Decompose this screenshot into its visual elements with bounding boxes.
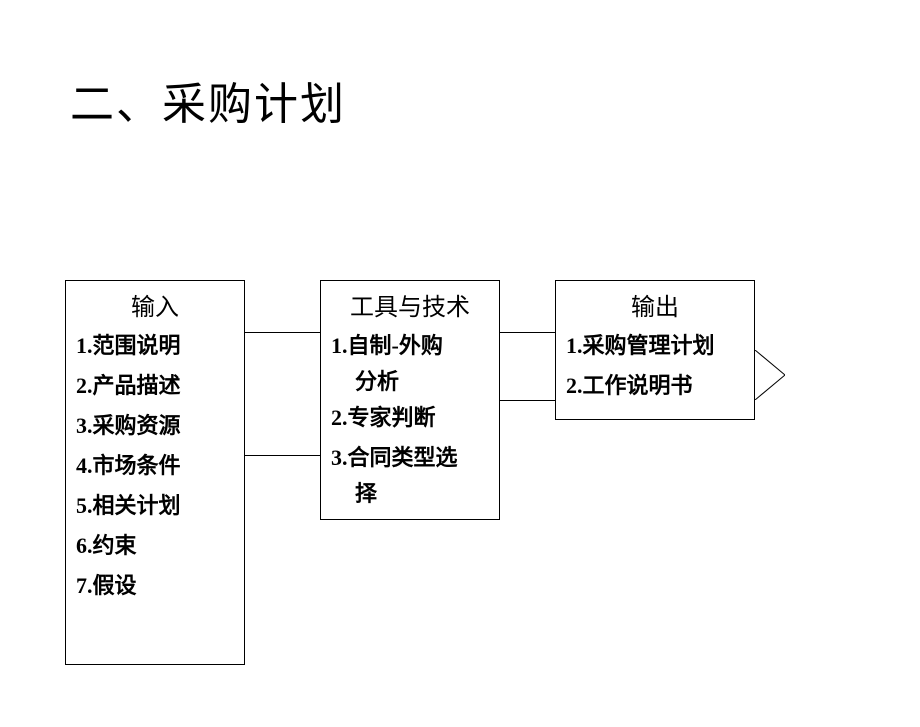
tools-item: 3.合同类型选 择 bbox=[331, 438, 489, 510]
input-list: 1.范围说明 2.产品描述 3.采购资源 4.市场条件 5.相关计划 6.约束 … bbox=[66, 326, 244, 614]
tools-item-text: 2.专家判断 bbox=[331, 405, 436, 430]
connector-line bbox=[500, 332, 555, 333]
tools-item-wrap: 择 bbox=[331, 478, 489, 510]
tools-item-text: 3.合同类型选 bbox=[331, 445, 458, 470]
tools-item: 2.专家判断 bbox=[331, 398, 489, 438]
input-item: 1.范围说明 bbox=[76, 326, 234, 366]
input-item: 6.约束 bbox=[76, 526, 234, 566]
input-item: 4.市场条件 bbox=[76, 446, 234, 486]
flow-arrow-icon bbox=[755, 350, 785, 400]
tools-header: 工具与技术 bbox=[321, 281, 499, 326]
output-list: 1.采购管理计划 2.工作说明书 bbox=[556, 326, 754, 414]
input-item: 2.产品描述 bbox=[76, 366, 234, 406]
tools-item: 1.自制-外购 分析 bbox=[331, 326, 489, 398]
slide-title: 二、采购计划 bbox=[70, 68, 346, 132]
output-item: 1.采购管理计划 bbox=[566, 326, 744, 366]
connector-line bbox=[245, 455, 320, 456]
input-item: 5.相关计划 bbox=[76, 486, 234, 526]
slide-page: 二、采购计划 输入 1.范围说明 2.产品描述 3.采购资源 4.市场条件 5.… bbox=[0, 0, 920, 727]
input-header: 输入 bbox=[66, 281, 244, 326]
tools-list: 1.自制-外购 分析 2.专家判断 3.合同类型选 择 bbox=[321, 326, 499, 518]
connector-line bbox=[245, 332, 320, 333]
connector-line bbox=[500, 400, 555, 401]
output-box: 输出 1.采购管理计划 2.工作说明书 bbox=[555, 280, 755, 420]
input-item: 7.假设 bbox=[76, 566, 234, 606]
output-header: 输出 bbox=[556, 281, 754, 326]
output-item: 2.工作说明书 bbox=[566, 366, 744, 406]
tools-item-text: 1.自制-外购 bbox=[331, 333, 443, 358]
tools-item-wrap: 分析 bbox=[331, 366, 489, 398]
input-item: 3.采购资源 bbox=[76, 406, 234, 446]
tools-box: 工具与技术 1.自制-外购 分析 2.专家判断 3.合同类型选 择 bbox=[320, 280, 500, 520]
input-box: 输入 1.范围说明 2.产品描述 3.采购资源 4.市场条件 5.相关计划 6.… bbox=[65, 280, 245, 665]
